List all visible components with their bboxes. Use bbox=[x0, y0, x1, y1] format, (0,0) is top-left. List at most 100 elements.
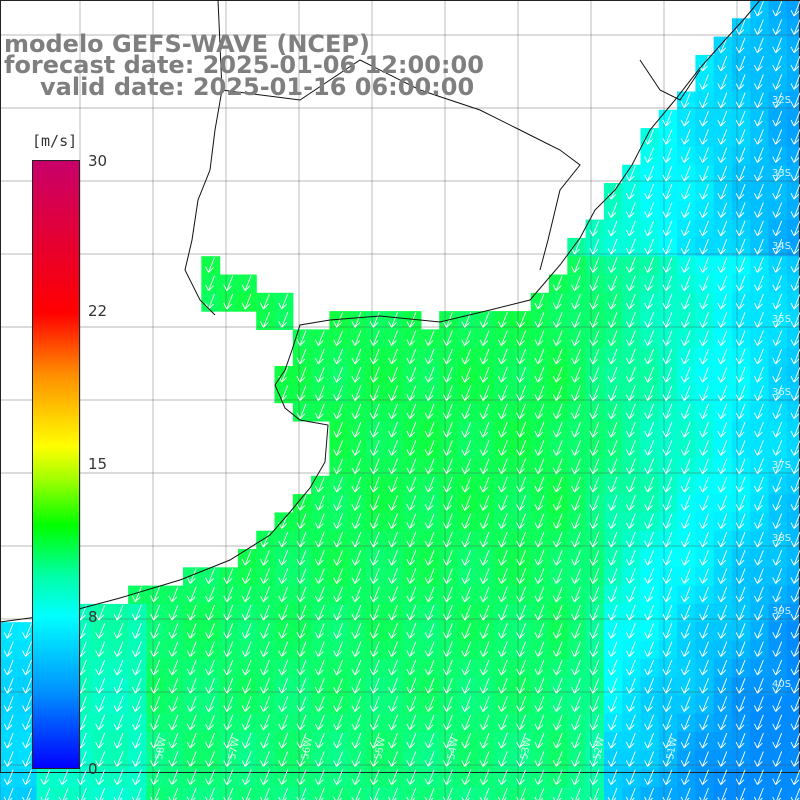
wind-arrow bbox=[150, 751, 161, 767]
wind-arrow bbox=[497, 769, 508, 786]
wind-arrow bbox=[662, 531, 673, 548]
wind-arrow bbox=[516, 696, 527, 712]
wind-arrow bbox=[662, 330, 673, 346]
wind-cell bbox=[292, 786, 312, 800]
wind-arrow bbox=[735, 641, 746, 657]
wind-arrow bbox=[644, 147, 655, 163]
wind-arrow bbox=[772, 623, 783, 639]
wind-arrow bbox=[534, 751, 545, 767]
wind-arrow bbox=[223, 568, 234, 584]
wind-arrow bbox=[168, 751, 179, 767]
wind-arrow bbox=[790, 202, 800, 218]
wind-arrow bbox=[534, 293, 545, 310]
wind-cell bbox=[109, 786, 129, 800]
wind-arrow bbox=[699, 275, 709, 292]
wind-cell bbox=[329, 786, 349, 800]
wind-arrow bbox=[534, 330, 545, 346]
wind-arrow bbox=[296, 696, 307, 712]
wind-arrow bbox=[753, 129, 764, 145]
wind-arrow bbox=[497, 403, 508, 420]
wind-arrow bbox=[442, 732, 453, 749]
wind-arrow bbox=[3, 732, 14, 749]
wind-arrow bbox=[662, 110, 673, 127]
wind-arrow bbox=[388, 440, 398, 456]
wind-arrow bbox=[772, 165, 783, 182]
wind-arrow bbox=[534, 696, 545, 712]
wind-arrow bbox=[680, 659, 691, 676]
wind-arrow bbox=[717, 129, 728, 145]
wind-arrow bbox=[479, 787, 490, 800]
wind-arrow bbox=[186, 769, 197, 786]
wind-arrow bbox=[131, 732, 142, 749]
wind-arrow bbox=[753, 312, 764, 328]
wind-arrow bbox=[534, 659, 545, 676]
wind-arrow bbox=[479, 513, 490, 529]
wind-arrow bbox=[625, 495, 636, 511]
wind-arrow bbox=[113, 696, 124, 712]
wind-arrow bbox=[3, 623, 14, 639]
wind-arrow bbox=[241, 787, 252, 800]
wind-arrow bbox=[717, 147, 728, 163]
wind-arrow bbox=[369, 348, 380, 365]
wind-arrow bbox=[717, 586, 728, 603]
wind-arrow bbox=[662, 550, 673, 566]
wind-arrow bbox=[552, 604, 563, 621]
wind-arrow bbox=[735, 678, 746, 694]
wind-arrow bbox=[772, 495, 783, 511]
wind-arrow bbox=[571, 568, 581, 584]
wind-arrow bbox=[607, 458, 618, 475]
wind-arrow bbox=[296, 495, 307, 511]
wind-arrow bbox=[296, 604, 307, 621]
wind-arrow bbox=[680, 220, 691, 237]
wind-arrow bbox=[241, 732, 252, 749]
wind-arrow bbox=[388, 623, 398, 639]
wind-arrow bbox=[241, 275, 252, 292]
wind-cell bbox=[786, 622, 800, 642]
wind-arrow bbox=[516, 769, 527, 786]
wind-arrow bbox=[699, 604, 709, 621]
wind-arrow bbox=[516, 513, 527, 529]
wind-arrow bbox=[424, 348, 435, 365]
wind-arrow bbox=[241, 623, 252, 639]
wind-arrow bbox=[735, 476, 746, 493]
longitude-label: 55W bbox=[373, 736, 388, 760]
wind-arrow bbox=[699, 403, 709, 420]
wind-arrow bbox=[406, 787, 417, 800]
wind-arrow bbox=[534, 348, 545, 365]
wind-arrow bbox=[351, 513, 362, 529]
wind-arrow bbox=[680, 678, 691, 694]
wind-arrow bbox=[571, 312, 581, 328]
wind-arrow bbox=[442, 476, 453, 493]
wind-arrow bbox=[314, 659, 325, 676]
wind-arrow bbox=[186, 659, 197, 676]
wind-arrow bbox=[205, 732, 215, 749]
wind-arrow bbox=[772, 184, 783, 200]
wind-arrow bbox=[589, 385, 600, 401]
wind-arrow bbox=[717, 421, 728, 438]
wind-arrow bbox=[424, 367, 435, 383]
wind-arrow bbox=[699, 238, 709, 255]
wind-arrow bbox=[424, 714, 435, 731]
wind-arrow bbox=[223, 769, 234, 786]
wind-arrow bbox=[680, 769, 691, 786]
wind-arrow bbox=[442, 623, 453, 639]
wind-arrow bbox=[333, 769, 344, 786]
wind-arrow bbox=[223, 678, 234, 694]
wind-arrow bbox=[552, 714, 563, 731]
wind-arrow bbox=[662, 495, 673, 511]
wind-arrow bbox=[790, 165, 800, 182]
wind-arrow bbox=[497, 330, 508, 346]
wind-arrow bbox=[497, 751, 508, 767]
wind-arrow bbox=[644, 403, 655, 420]
wind-arrow bbox=[735, 440, 746, 456]
wind-arrow bbox=[662, 312, 673, 328]
wind-arrow bbox=[497, 659, 508, 676]
wind-arrow bbox=[680, 202, 691, 218]
wind-cell bbox=[786, 420, 800, 440]
wind-arrow bbox=[772, 403, 783, 420]
wind-cell bbox=[786, 402, 800, 422]
wind-arrow bbox=[644, 623, 655, 639]
wind-arrow bbox=[790, 604, 800, 621]
wind-arrow bbox=[259, 714, 270, 731]
